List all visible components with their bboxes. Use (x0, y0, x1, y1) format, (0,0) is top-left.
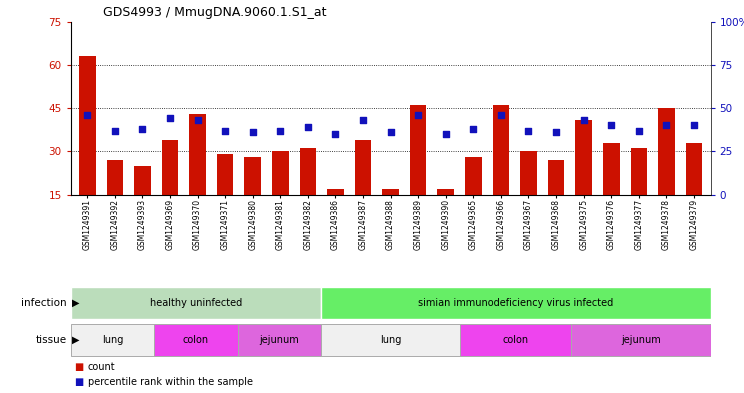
Bar (571, 324, 711, 356)
Bar (154, 324, 237, 356)
Text: colon: colon (503, 335, 529, 345)
Point (330, 131, 341, 137)
Text: GDS4993 / MmugDNA.9060.1.S1_at: GDS4993 / MmugDNA.9060.1.S1_at (103, 6, 326, 19)
Point (495, 112, 507, 118)
Point (136, 126, 148, 132)
Text: colon: colon (183, 335, 209, 345)
Point (164, 115, 176, 121)
Text: ▶: ▶ (72, 335, 80, 345)
Text: jejunum: jejunum (260, 335, 299, 345)
Point (275, 127, 286, 134)
Point (81, 112, 93, 118)
Bar (658, 108, 675, 195)
Point (385, 129, 397, 136)
Bar (327, 189, 344, 195)
Text: jejunum: jejunum (621, 335, 661, 345)
Bar (321, 287, 711, 318)
Bar (686, 143, 702, 195)
Text: healthy uninfected: healthy uninfected (150, 298, 242, 308)
Point (357, 117, 369, 123)
Text: infection: infection (22, 298, 67, 308)
Text: lung: lung (102, 335, 123, 345)
Bar (134, 166, 150, 195)
Bar (300, 149, 316, 195)
Bar (382, 189, 399, 195)
Bar (217, 154, 234, 195)
Text: count: count (88, 362, 115, 372)
Bar (410, 105, 426, 195)
Point (219, 127, 231, 134)
Bar (237, 324, 321, 356)
Bar (355, 140, 371, 195)
Bar (465, 157, 481, 195)
Point (606, 122, 618, 129)
Bar (460, 324, 571, 356)
Bar (106, 160, 123, 195)
Point (550, 129, 562, 136)
Point (577, 117, 589, 123)
Point (302, 124, 314, 130)
Bar (630, 149, 647, 195)
Text: simian immunodeficiency virus infected: simian immunodeficiency virus infected (418, 298, 613, 308)
Point (247, 129, 259, 136)
Bar (189, 114, 206, 195)
Text: ▶: ▶ (72, 298, 80, 308)
Text: ■: ■ (74, 377, 83, 387)
Bar (520, 151, 536, 195)
Bar (245, 157, 261, 195)
Point (661, 122, 673, 129)
Point (467, 126, 479, 132)
Point (192, 117, 204, 123)
Point (688, 122, 700, 129)
Bar (548, 160, 565, 195)
Text: percentile rank within the sample: percentile rank within the sample (88, 377, 253, 387)
Bar (603, 143, 620, 195)
Bar (71, 324, 154, 356)
Bar (71, 287, 321, 318)
Bar (437, 189, 454, 195)
Bar (79, 56, 95, 195)
Bar (321, 324, 460, 356)
Bar (493, 105, 509, 195)
Point (522, 127, 534, 134)
Point (412, 112, 424, 118)
Text: lung: lung (380, 335, 401, 345)
Point (633, 127, 645, 134)
Point (109, 127, 121, 134)
Bar (161, 140, 179, 195)
Text: tissue: tissue (36, 335, 67, 345)
Point (440, 131, 452, 137)
Bar (272, 151, 289, 195)
Text: ■: ■ (74, 362, 83, 372)
Bar (575, 119, 592, 195)
